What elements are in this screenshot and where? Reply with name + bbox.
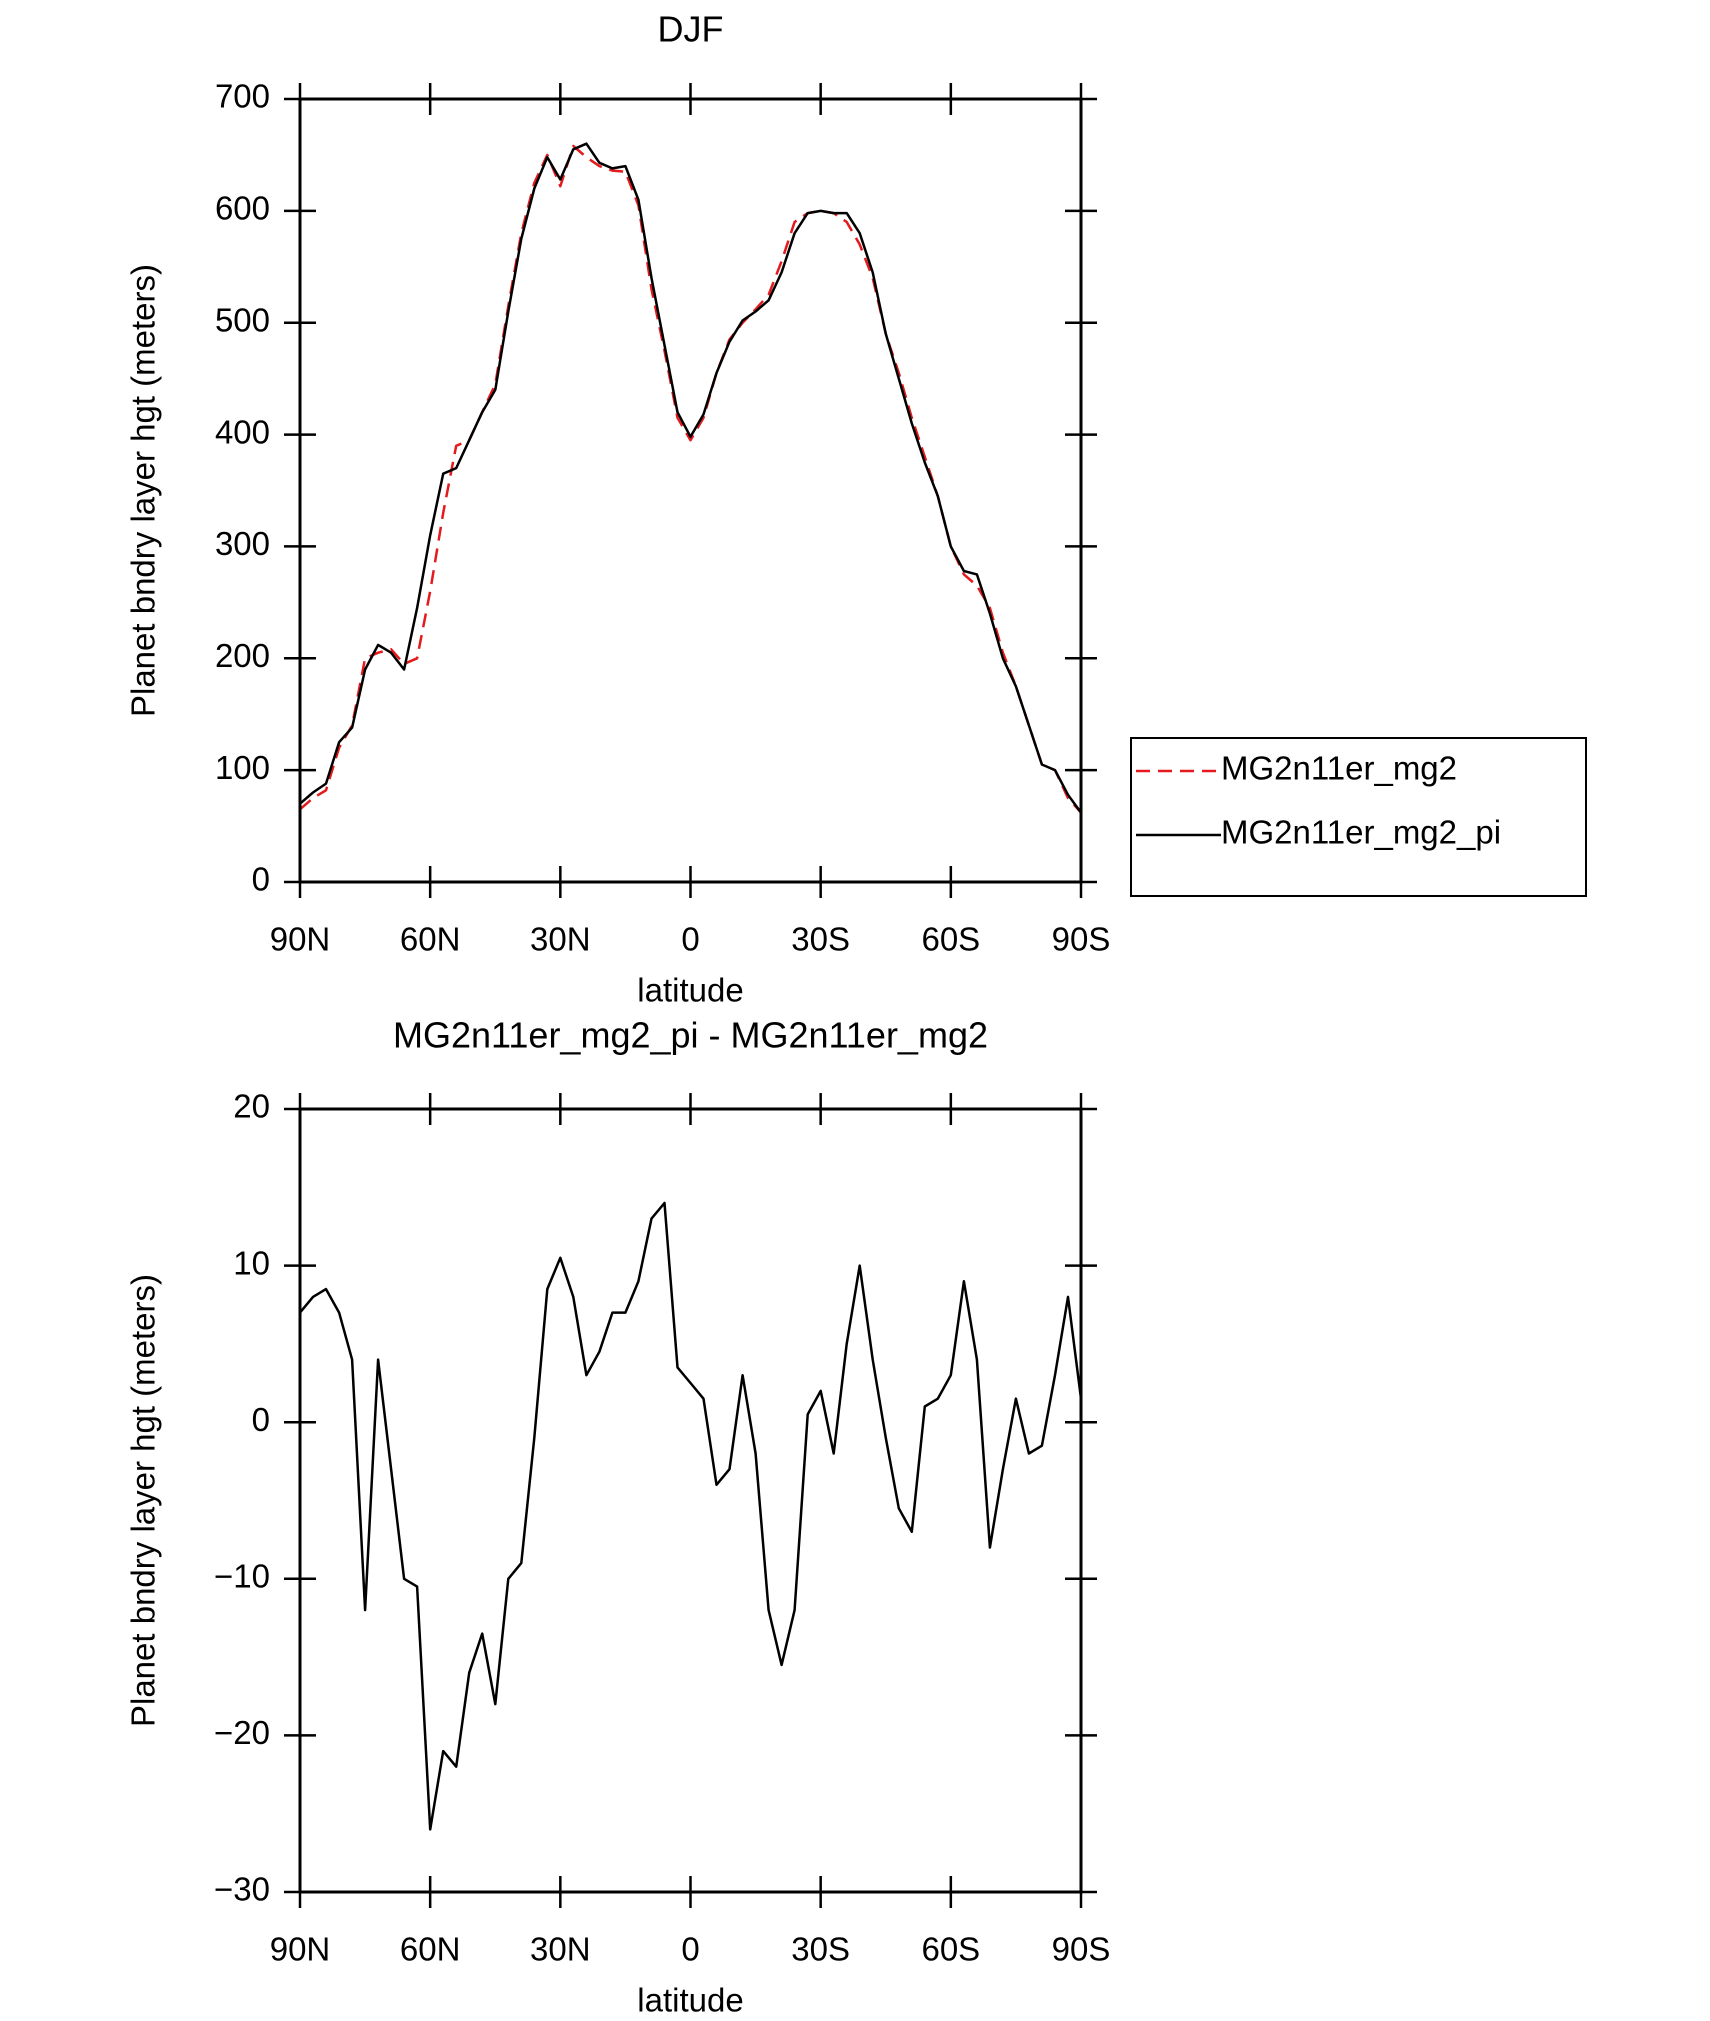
- y-tick-label: 700: [215, 78, 270, 115]
- chart-title: MG2n11er_mg2_pi - MG2n11er_mg2: [393, 1015, 988, 1056]
- x-tick-label: 30S: [791, 1931, 850, 1968]
- plot-frame: [298, 97, 1083, 884]
- x-tick-label: 60N: [400, 921, 461, 958]
- y-tick-label: 100: [215, 749, 270, 786]
- y-tick-label: −10: [214, 1558, 270, 1595]
- x-tick-label: 90S: [1052, 921, 1111, 958]
- x-tick-label: 90N: [270, 921, 331, 958]
- legend-box: [1130, 737, 1587, 897]
- y-tick-label: 600: [215, 190, 270, 227]
- x-tick-label: 0: [681, 921, 699, 958]
- x-tick-label: 60S: [921, 1931, 980, 1968]
- data-line: [299, 1201, 1083, 1831]
- x-tick-label: 60N: [400, 1931, 461, 1968]
- x-tick-label: 60S: [921, 921, 980, 958]
- x-tick-label: 0: [681, 1931, 699, 1968]
- x-axis-label: latitude: [637, 972, 743, 1009]
- y-axis-label: Planet bndry layer hgt (meters): [125, 264, 162, 717]
- legend-label: MG2n11er_mg2_pi: [1221, 814, 1501, 851]
- y-tick-label: −30: [214, 1871, 270, 1908]
- y-tick-label: 500: [215, 301, 270, 338]
- y-tick-label: 0: [252, 861, 270, 898]
- data-line: [299, 144, 1082, 814]
- y-axis-label: Planet bndry layer hgt (meters): [125, 1274, 162, 1727]
- x-tick-label: 90S: [1052, 1931, 1111, 1968]
- x-tick-label: 30N: [530, 1931, 591, 1968]
- x-tick-label: 30S: [791, 921, 850, 958]
- x-tick-label: 30N: [530, 921, 591, 958]
- x-axis-label: latitude: [637, 1982, 743, 2019]
- y-tick-label: 0: [252, 1401, 270, 1438]
- y-tick-label: 10: [233, 1244, 270, 1281]
- chart-title: DJF: [658, 9, 724, 50]
- y-tick-label: 20: [233, 1088, 270, 1125]
- y-tick-label: 200: [215, 637, 270, 674]
- data-line: [299, 142, 1083, 814]
- y-tick-label: 300: [215, 525, 270, 562]
- legend-label: MG2n11er_mg2: [1221, 750, 1457, 787]
- x-tick-label: 90N: [270, 1931, 331, 1968]
- y-tick-label: −20: [214, 1714, 270, 1751]
- plot-frame: [298, 1107, 1083, 1894]
- y-tick-label: 400: [215, 413, 270, 450]
